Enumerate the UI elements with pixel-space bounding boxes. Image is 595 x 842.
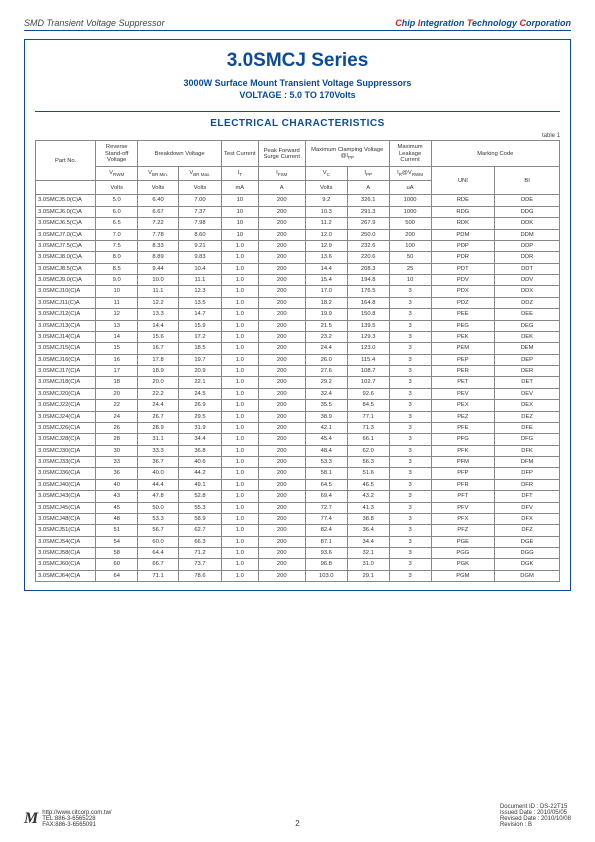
table-row: 3.0SMCJ45(C)A4550.055.31.020072.741.33PF… [36,502,560,513]
table-row: 3.0SMCJ36(C)A3640.044.21.020058.151.63PF… [36,468,560,479]
table-row: 3.0SMCJ8.5(C)A8.59.4410.41.020014.4208.3… [36,263,560,274]
page-number: 2 [295,819,299,828]
series-title: 3.0SMCJ Series [35,50,560,72]
table-row: 3.0SMCJ8.0(C)A8.08.899.831.020013.6220.6… [36,252,560,263]
col-uni: UNI [431,167,495,195]
table-row: 3.0SMCJ13(C)A1314.415.91.020021.5139.53P… [36,320,560,331]
col-mark: Marking Code [431,141,559,167]
header-row-1: Part No. Reverse Stand-off Voltage Break… [36,141,560,167]
table-row: 3.0SMCJ18(C)A1820.022.11.020029.2102.73P… [36,377,560,388]
table-row: 3.0SMCJ10(C)A1011.112.31.020017.0176.53P… [36,286,560,297]
table-row: 3.0SMCJ7.0(C)A7.07.788.601020012.0250.02… [36,229,560,240]
table-row: 3.0SMCJ11(C)A1112.213.51.020018.2164.83P… [36,297,560,308]
footer-fax: FAX:886-3-6565091 [42,822,111,828]
characteristics-table: Part No. Reverse Stand-off Voltage Break… [35,140,560,582]
col-test: Test Current [221,141,258,167]
table-row: 3.0SMCJ54(C)A5460.066.31.020087.134.43PG… [36,536,560,547]
table-row: 3.0SMCJ33(C)A3336.740.61.020053.356.33PF… [36,457,560,468]
section-heading: ELECTRICAL CHARACTERISTICS [35,111,560,129]
table-row: 3.0SMCJ48(C)A4853.358.91.020077.438.83PF… [36,513,560,524]
col-leak: Maximum Leakage Current [389,141,431,167]
col-peak: Peak Forward Surge Current [258,141,305,167]
header-row-2: VRWM VBR Min. VBR Max. IT IFSM VC IPP IR… [36,167,560,181]
table-row: 3.0SMCJ60(C)A6066.773.71.020096.831.03PG… [36,559,560,570]
header-right: Chip Integration Technology Corporation [395,18,571,28]
table-row: 3.0SMCJ5.0(C)A5.06.407.00102009.2326.110… [36,195,560,206]
table-row: 3.0SMCJ12(C)A1213.314.71.020019.9150.83P… [36,309,560,320]
col-partno: Part No. [36,141,96,181]
table-row: 3.0SMCJ28(C)A2831.134.41.020045.466.13PF… [36,434,560,445]
table-row: 3.0SMCJ6.5(C)A6.57.227.981020011.2267.95… [36,218,560,229]
table-row: 3.0SMCJ15(C)A1516.718.51.020024.4123.03P… [36,343,560,354]
table-row: 3.0SMCJ26(C)A2628.931.91.020042.171.33PF… [36,422,560,433]
table-row: 3.0SMCJ14(C)A1415.617.21.020023.2129.33P… [36,331,560,342]
col-breakdown: Breakdown Voltage [138,141,222,167]
table-row: 3.0SMCJ20(C)A2022.224.51.020032.492.63PE… [36,388,560,399]
table-caption: table 1 [35,133,560,139]
col-clamp: Maximum Clamping Voltage @IPP [305,141,389,167]
subtitle: 3000W Surface Mount Transient Voltage Su… [35,78,560,101]
table-row: 3.0SMCJ64(C)A6471.178.61.0200103.029.13P… [36,570,560,581]
table-row: 3.0SMCJ7.5(C)A7.58.339.211.020012.9232.6… [36,240,560,251]
table-row: 3.0SMCJ24(C)A2426.729.51.020038.977.13PE… [36,411,560,422]
page-header: SMD Transient Voltage Suppressor Chip In… [24,18,571,31]
col-vrwm: Reverse Stand-off Voltage [96,141,138,167]
page-footer: M http://www.citcorp.com.tw/ TEL:886-3-6… [24,804,571,828]
table-row: 3.0SMCJ30(C)A3033.336.81.020048.462.03PF… [36,445,560,456]
table-row: 3.0SMCJ43(C)A4347.852.81.020069.443.23PF… [36,491,560,502]
table-row: 3.0SMCJ16(C)A1617.819.71.020026.0115.43P… [36,354,560,365]
table-row: 3.0SMCJ58(C)A5864.471.21.020093.632.13PG… [36,548,560,559]
table-row: 3.0SMCJ17(C)A1718.920.91.020027.6108.73P… [36,366,560,377]
table-row: 3.0SMCJ9.0(C)A9.010.011.11.020015.4194.8… [36,275,560,286]
table-row: 3.0SMCJ6.0(C)A6.06.677.371020010.3291.31… [36,206,560,217]
header-left: SMD Transient Voltage Suppressor [24,18,165,28]
table-row: 3.0SMCJ22(C)A2224.426.91.020035.584.53PE… [36,400,560,411]
table-row: 3.0SMCJ40(C)A4044.449.11.020064.546.53PF… [36,479,560,490]
logo-icon: M [24,810,38,828]
content-box: 3.0SMCJ Series 3000W Surface Mount Trans… [24,39,571,591]
revision: Revision : B [500,822,571,828]
col-bi: BI [495,167,560,195]
table-row: 3.0SMCJ51(C)A5156.762.71.020082.436.43PF… [36,525,560,536]
